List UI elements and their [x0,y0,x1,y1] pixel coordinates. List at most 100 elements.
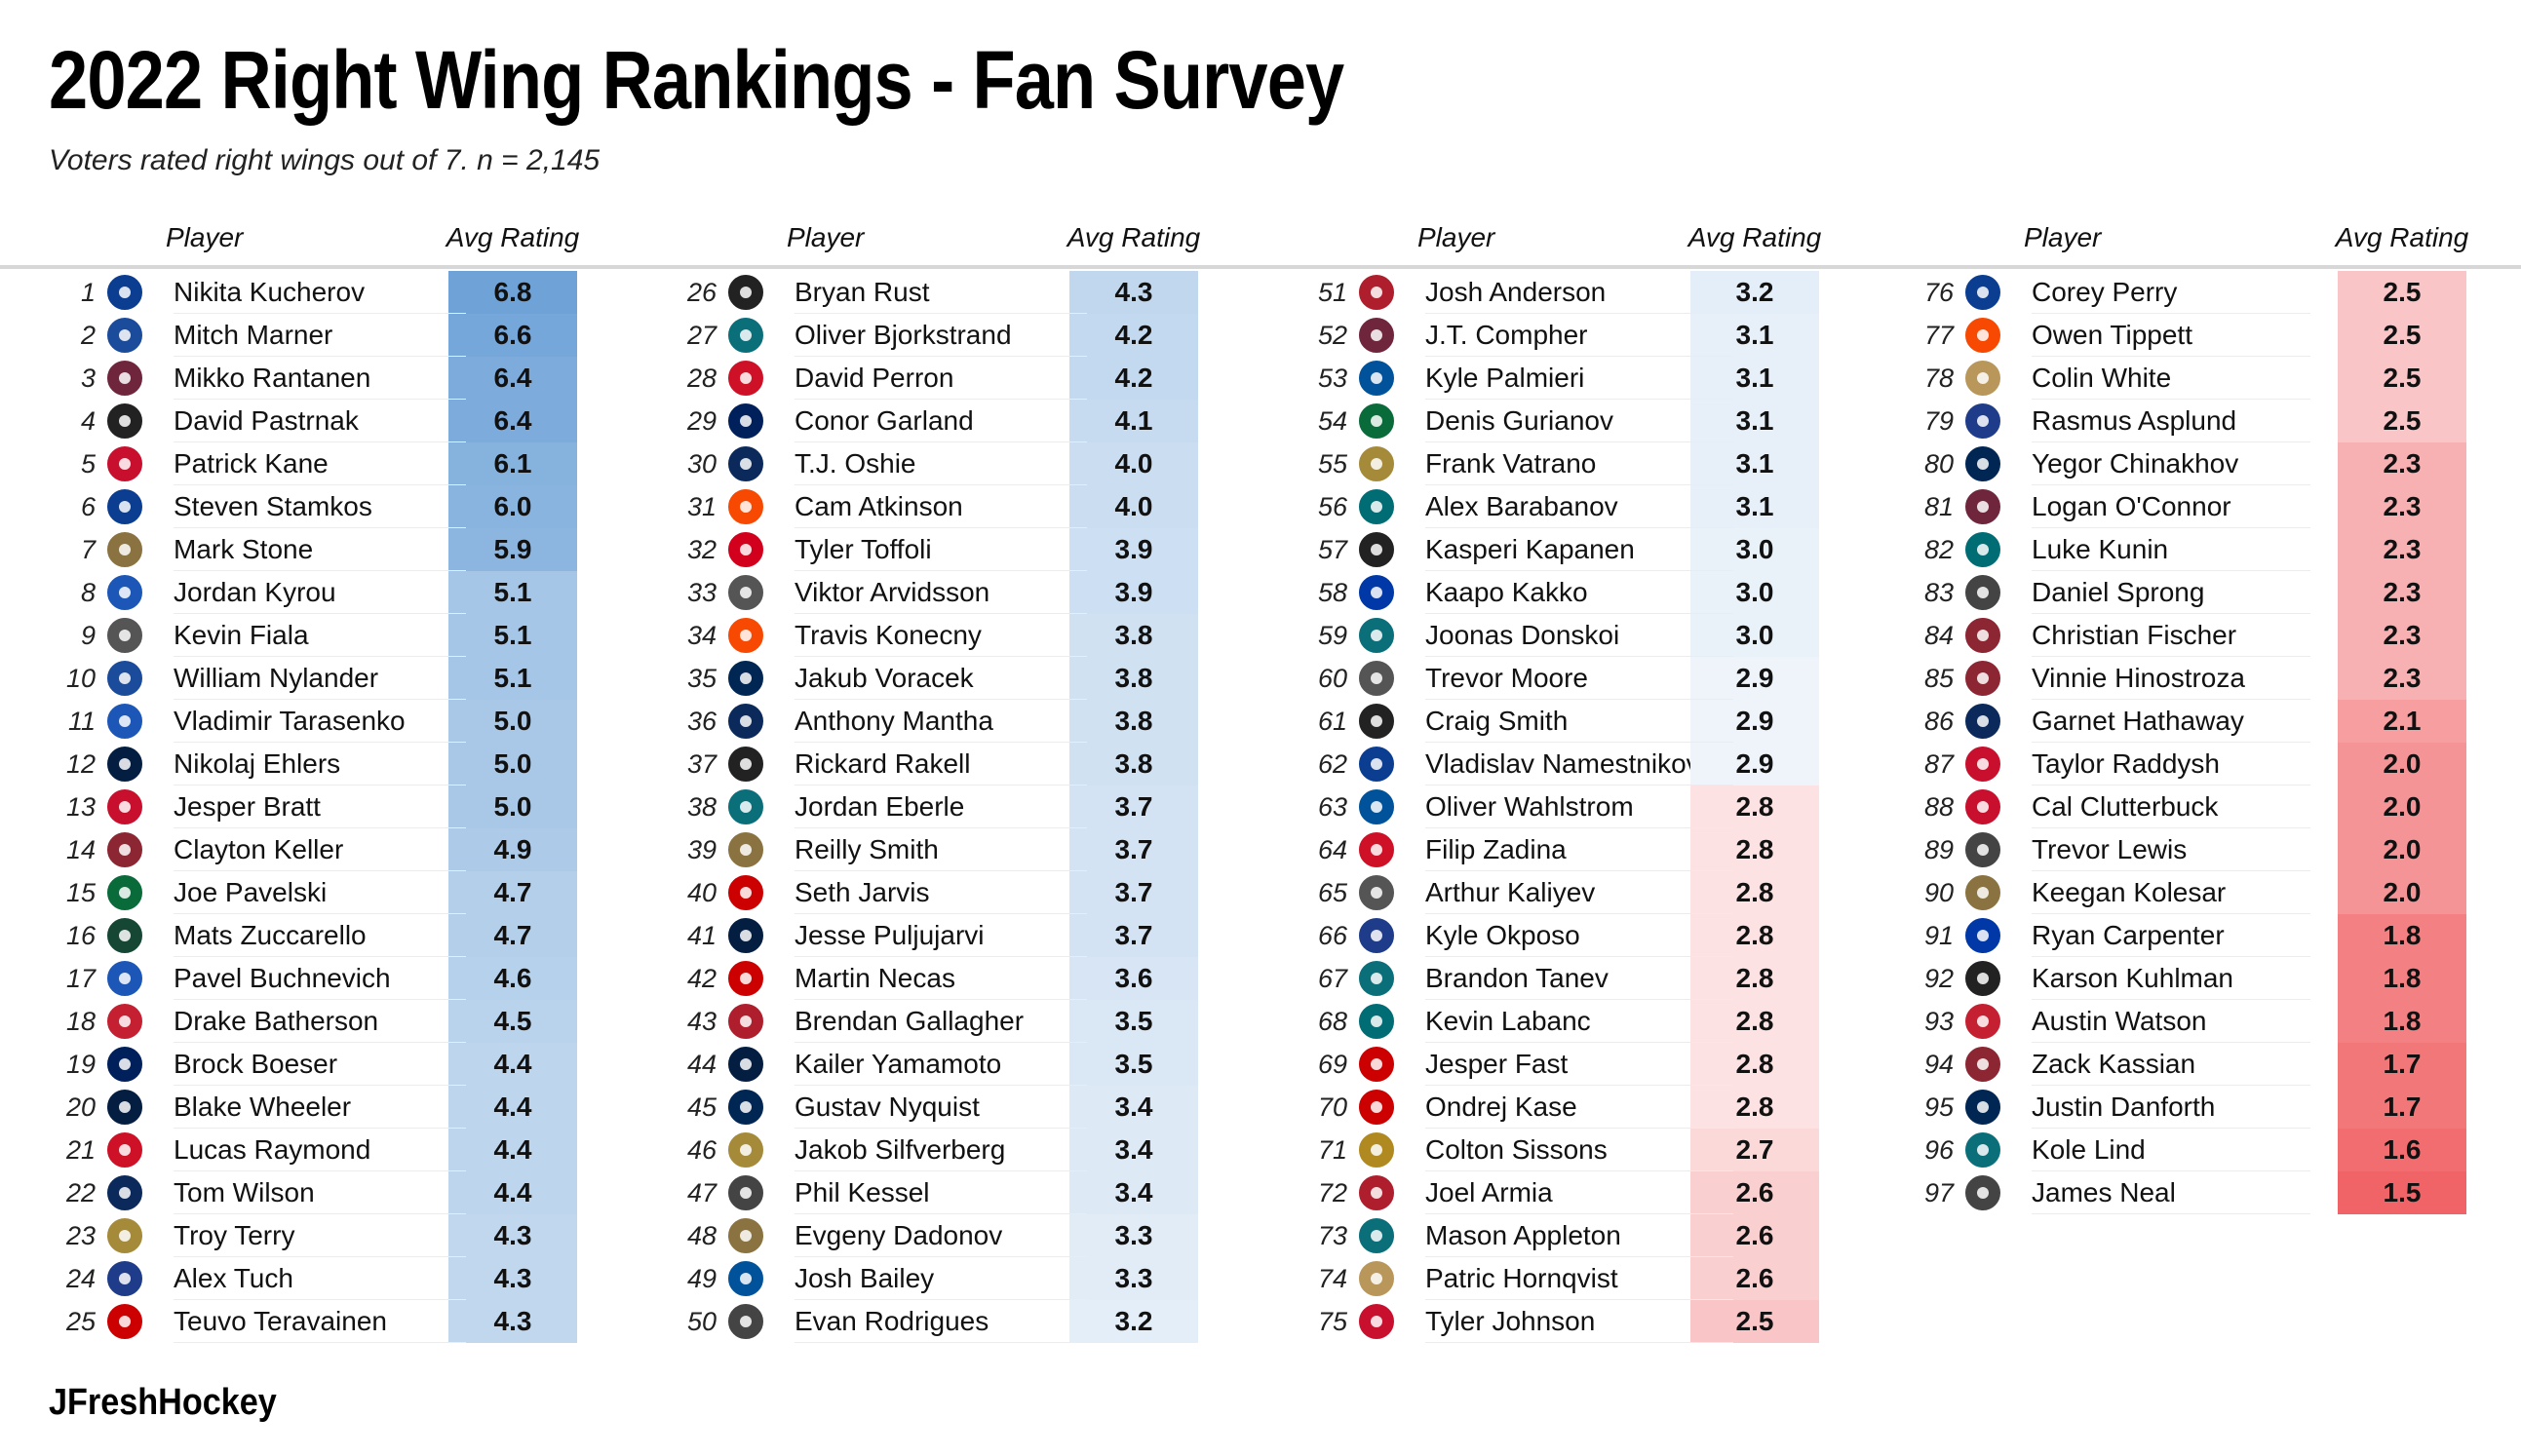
team-logo-mark-icon [1977,801,1989,813]
rating-cell: 3.1 [1690,442,1819,485]
row-divider [795,399,1087,400]
player-name: Jakob Silfverberg [795,1134,1006,1165]
rank-number: 39 [686,835,717,864]
team-logo-mark-icon [119,287,131,298]
team-logo-icon [1965,875,2000,910]
table-row: 8 Jordan Kyrou 5.1 [57,571,641,614]
rating-cell: 3.5 [1069,1043,1198,1086]
team-logo-mark-icon [1977,372,1989,384]
team-logo-mark-icon [1977,1015,1989,1027]
team-logo-icon [1359,1218,1394,1253]
table-row: 45 Gustav Nyquist 3.4 [678,1086,1262,1129]
rank-number: 49 [686,1264,717,1293]
row-divider [1425,399,1733,400]
rank-number: 34 [686,621,717,650]
rank-number: 33 [686,578,717,607]
player-name: Justin Danforth [2032,1092,2216,1122]
rating-cell: 6.1 [448,442,577,485]
table-row: 53 Kyle Palmieri 3.1 [1308,357,1893,400]
team-logo-icon [728,875,763,910]
rank-number: 73 [1317,1221,1347,1250]
team-logo-icon [107,1218,142,1253]
rank-number: 51 [1317,278,1347,307]
player-name: Rickard Rakell [795,748,971,779]
rating-cell: 2.5 [2338,314,2466,357]
rating-cell: 4.4 [448,1043,577,1086]
rating-cell: 2.3 [2338,485,2466,528]
team-logo-mark-icon [740,715,752,727]
rank-number: 18 [65,1007,96,1036]
team-logo-mark-icon [119,329,131,341]
table-row: 78 Colin White 2.5 [1915,357,2500,400]
rank-number: 90 [1923,878,1954,907]
table-row: 91 Ryan Carpenter 1.8 [1915,914,2500,957]
row-divider [174,827,466,828]
team-logo-mark-icon [740,844,752,856]
row-divider [174,656,466,657]
team-logo-mark-icon [119,930,131,941]
rank-number: 57 [1317,535,1347,564]
rating-cell: 5.1 [448,571,577,614]
team-logo-mark-icon [1371,1230,1382,1242]
team-logo-mark-icon [119,501,131,513]
rating-cell: 3.1 [1690,400,1819,442]
player-name: Zack Kassian [2032,1049,2196,1079]
team-logo-icon [1965,1090,2000,1125]
rank-number: 82 [1923,535,1954,564]
table-row: 41 Jesse Puljujarvi 3.7 [678,914,1262,957]
player-name: Oliver Wahlstrom [1425,791,1634,822]
table-row: 72 Joel Armia 2.6 [1308,1171,1893,1214]
rating-cell: 3.8 [1069,657,1198,700]
row-divider [1425,827,1733,828]
row-divider [795,656,1087,657]
row-divider [795,1085,1087,1086]
rank-number: 3 [80,364,96,393]
player-name: Nikita Kucherov [174,277,366,307]
table-row: 68 Kevin Labanc 2.8 [1308,1000,1893,1043]
player-name: Jordan Eberle [795,791,965,822]
table-row: 24 Alex Tuch 4.3 [57,1257,641,1300]
rating-cell: 3.0 [1690,528,1819,571]
team-logo-mark-icon [1371,1187,1382,1199]
rating-cell: 2.8 [1690,914,1819,957]
player-name: Jesse Puljujarvi [795,920,985,950]
rank-number: 61 [1317,707,1347,736]
team-logo-icon [1359,618,1394,653]
row-divider [1425,313,1733,314]
team-logo-icon [728,747,763,782]
team-logo-icon [728,1047,763,1082]
row-divider [2032,613,2310,614]
player-name: Anthony Mantha [795,706,993,736]
team-logo-icon [107,704,142,739]
team-logo-mark-icon [119,715,131,727]
rank-number: 65 [1317,878,1347,907]
table-row: 42 Martin Necas 3.6 [678,957,1262,1000]
rating-cell: 3.8 [1069,700,1198,743]
team-logo-icon [728,532,763,567]
player-name: Cam Atkinson [795,491,963,521]
team-logo-mark-icon [740,544,752,556]
team-logo-icon [1359,403,1394,439]
player-name: Rasmus Asplund [2032,405,2237,436]
table-row: 89 Trevor Lewis 2.0 [1915,828,2500,871]
player-name: Gustav Nyquist [795,1092,980,1122]
row-divider [174,999,466,1000]
team-logo-icon [1359,789,1394,824]
player-name: Seth Jarvis [795,877,930,907]
team-logo-icon [107,747,142,782]
rank-number: 55 [1317,449,1347,479]
player-name: Kaapo Kakko [1425,577,1588,607]
table-row: 56 Alex Barabanov 3.1 [1308,485,1893,528]
team-logo-mark-icon [1371,501,1382,513]
row-divider [795,1042,1087,1043]
row-divider [174,1299,466,1300]
player-name: Alex Tuch [174,1263,293,1293]
team-logo-mark-icon [1371,415,1382,427]
team-logo-icon [728,318,763,353]
player-name: Austin Watson [2032,1006,2207,1036]
team-logo-icon [1965,961,2000,996]
player-name: Jordan Kyrou [174,577,336,607]
table-row: 43 Brendan Gallagher 3.5 [678,1000,1262,1043]
row-divider [2032,570,2310,571]
row-divider [2032,441,2310,442]
